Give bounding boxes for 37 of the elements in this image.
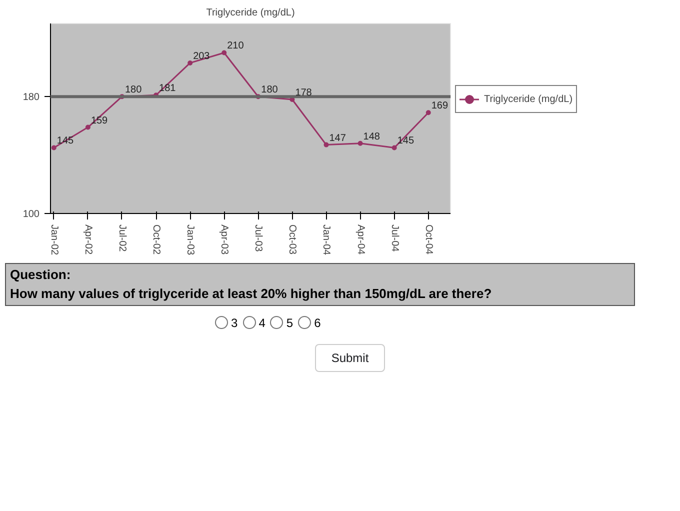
text: 5 xyxy=(286,316,294,330)
data-label: 147 xyxy=(329,132,346,144)
point xyxy=(51,145,56,150)
x-tick-label: Apr-04 xyxy=(354,224,366,255)
data-label: 148 xyxy=(363,131,380,142)
point xyxy=(324,142,329,148)
text: 3 xyxy=(231,316,238,330)
point xyxy=(85,124,90,130)
x-tick-label: Apr-03 xyxy=(218,224,230,255)
x-tick-label: Oct-03 xyxy=(286,224,298,255)
text: Submit xyxy=(315,344,385,372)
x-tick-label: Jan-03 xyxy=(184,224,196,256)
x-tick-label: Apr-02 xyxy=(82,224,94,255)
data-label: 210 xyxy=(227,40,244,52)
point xyxy=(392,145,397,150)
point xyxy=(426,110,431,116)
x-tick-label: Oct-04 xyxy=(422,224,434,255)
x-tick-label: Oct-02 xyxy=(150,224,162,255)
x-tick-label: Jul-03 xyxy=(252,224,264,252)
point xyxy=(358,140,363,146)
data-label: 180 xyxy=(124,84,142,96)
data-label: 169 xyxy=(431,100,448,112)
point xyxy=(188,60,193,66)
x-tick-label: Jul-04 xyxy=(388,224,400,252)
text: Question: xyxy=(10,267,71,282)
x-tick-label: Jan-04 xyxy=(320,224,332,256)
text: 4 xyxy=(258,316,266,330)
x-tick-label: Jan-02 xyxy=(48,224,60,256)
y-tick-label: 100 xyxy=(22,209,40,220)
data-label: 180 xyxy=(261,84,278,96)
text: 6 xyxy=(314,316,321,330)
x-tick-label: Jul-02 xyxy=(116,224,128,252)
point xyxy=(222,50,227,56)
data-label: 203 xyxy=(193,50,210,62)
text: How many values of triglyceride at least 20% higher than 150mg/dL are there? xyxy=(10,286,492,301)
chart-title: Triglyceride (mg/dL) xyxy=(206,8,295,18)
legend-label: Triglyceride (mg/dL) xyxy=(484,94,573,104)
